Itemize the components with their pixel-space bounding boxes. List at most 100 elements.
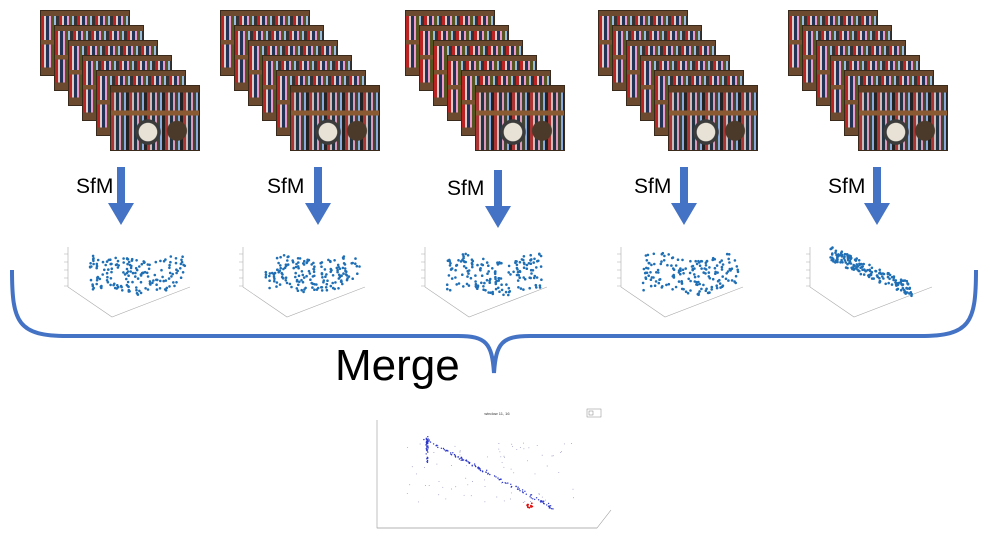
point	[436, 444, 438, 446]
point	[561, 451, 563, 453]
point	[845, 253, 849, 256]
point	[528, 276, 531, 279]
point	[145, 271, 149, 275]
point	[300, 270, 304, 273]
point	[487, 472, 489, 474]
point	[351, 277, 354, 280]
point	[520, 258, 524, 261]
point	[116, 266, 120, 269]
point	[135, 286, 138, 289]
point	[319, 261, 322, 265]
point	[525, 263, 529, 267]
point	[163, 288, 167, 291]
point	[693, 273, 696, 276]
point	[449, 268, 453, 271]
point	[721, 284, 725, 287]
point	[707, 271, 711, 274]
point	[693, 275, 697, 279]
point	[655, 271, 658, 274]
point	[442, 447, 445, 450]
point	[110, 267, 114, 270]
point	[485, 261, 489, 264]
point	[869, 273, 873, 277]
point	[471, 464, 473, 466]
point	[341, 282, 344, 286]
point	[509, 498, 511, 500]
point	[169, 255, 173, 258]
point	[445, 449, 447, 452]
legend-box	[586, 408, 602, 418]
point	[507, 482, 509, 484]
point	[462, 285, 465, 288]
point	[704, 268, 708, 271]
point	[573, 497, 574, 499]
point	[487, 456, 488, 458]
point	[713, 266, 717, 270]
point	[337, 287, 340, 290]
point	[523, 277, 527, 281]
point	[488, 279, 491, 283]
point	[906, 282, 910, 285]
point	[91, 254, 95, 258]
point	[645, 259, 649, 262]
point	[658, 278, 661, 281]
point	[505, 482, 507, 484]
point	[494, 282, 498, 286]
sfm-group-2: SfM	[220, 0, 410, 330]
point	[878, 281, 881, 284]
sfm-label: SfM	[267, 175, 305, 198]
point	[475, 465, 477, 468]
point	[498, 443, 500, 444]
point	[541, 454, 543, 456]
point	[461, 273, 464, 276]
point	[884, 282, 887, 286]
point	[470, 258, 474, 261]
point	[312, 261, 315, 265]
point	[311, 286, 314, 289]
point	[690, 265, 694, 268]
point	[466, 269, 469, 273]
point	[875, 274, 879, 277]
point	[95, 262, 99, 266]
point	[302, 290, 305, 294]
point	[517, 488, 519, 490]
point	[902, 279, 905, 282]
point	[278, 283, 282, 286]
point	[508, 290, 512, 293]
point-cloud-plot	[64, 247, 191, 318]
point	[509, 273, 512, 276]
merged-plot-title: window 11, 16	[484, 411, 510, 416]
point	[888, 277, 891, 281]
plot-axes	[67, 247, 191, 318]
point	[95, 278, 99, 282]
point	[485, 278, 489, 282]
plot-axes	[376, 420, 612, 529]
point	[546, 504, 548, 506]
point	[324, 286, 328, 289]
point	[301, 280, 305, 284]
point	[529, 501, 531, 502]
point	[503, 466, 505, 468]
point	[882, 277, 885, 280]
point	[886, 272, 890, 276]
point	[174, 261, 178, 265]
image-stack	[40, 0, 230, 175]
point	[164, 279, 168, 282]
point	[162, 279, 165, 283]
point	[831, 256, 834, 260]
point	[841, 261, 844, 264]
point	[524, 501, 526, 503]
point	[138, 265, 141, 268]
point	[894, 279, 898, 282]
point	[296, 289, 300, 292]
point	[463, 260, 466, 264]
point	[306, 258, 309, 262]
point	[689, 289, 692, 292]
point	[831, 252, 834, 255]
point	[528, 506, 531, 509]
point	[551, 508, 553, 510]
point	[119, 284, 123, 288]
point	[892, 275, 895, 279]
point	[448, 258, 451, 262]
point	[180, 258, 183, 262]
